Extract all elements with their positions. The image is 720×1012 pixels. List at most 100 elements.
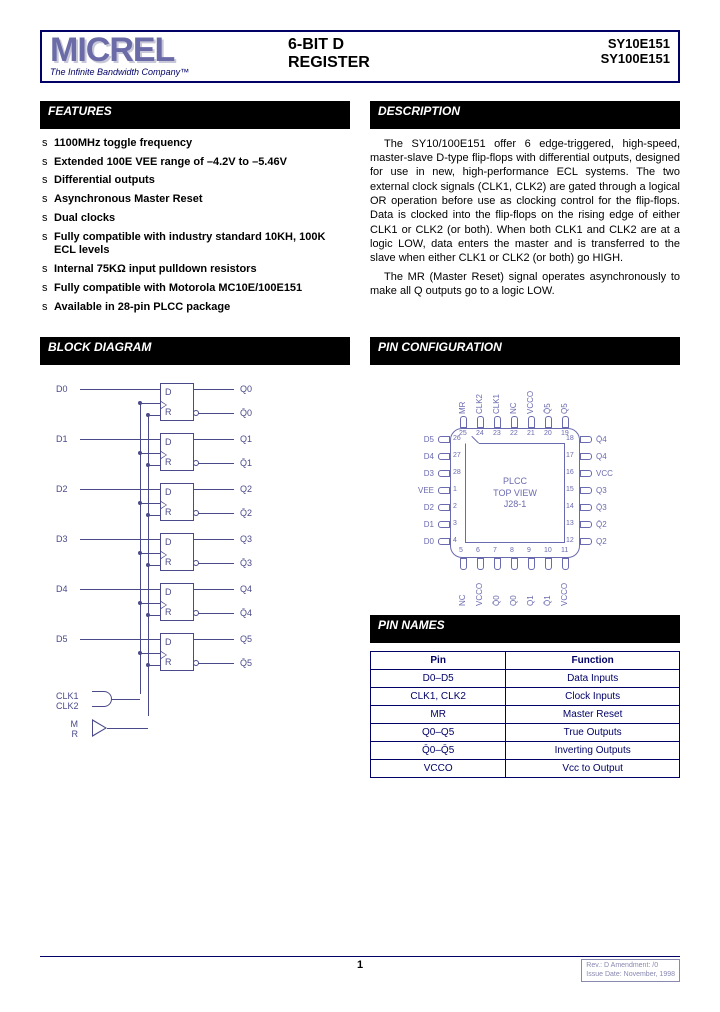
plcc-lead (494, 416, 501, 428)
table-row: Q0–Q5True Outputs (371, 724, 680, 742)
plcc-pin-num: 9 (527, 547, 531, 554)
plcc-lead (511, 416, 518, 428)
table-cell: VCCO (371, 760, 506, 778)
description-col: DESCRIPTION The SY10/100E151 offer 6 edg… (370, 101, 680, 320)
plcc-pin-label: Q0 (509, 572, 518, 606)
rev-l1: Rev.: D Amendment: /0 (586, 962, 675, 970)
plcc-pin-num: 10 (544, 547, 552, 554)
table-cell: D0–D5 (371, 670, 506, 688)
flipflop-0: DR (160, 383, 194, 421)
block-heading: BLOCK DIAGRAM (40, 337, 181, 357)
plcc-lead (438, 436, 450, 443)
plcc-body: PLCCTOP VIEWJ28-1 (450, 428, 580, 558)
flipflop-1: DR (160, 433, 194, 471)
plcc-pin-label: D4 (408, 452, 434, 461)
pinconf-col: PIN CONFIGURATION PLCCTOP VIEWJ28-1 26D5… (370, 337, 680, 778)
plcc-pin-num: 14 (566, 503, 574, 510)
logo-block: MICREL The Infinite Bandwidth Company™ (50, 36, 270, 77)
table-row: MRMaster Reset (371, 706, 680, 724)
feature-item: Dual clocks (42, 212, 350, 226)
plcc-lead (580, 538, 592, 545)
top-columns: FEATURES 1100MHz toggle frequency Extende… (40, 101, 680, 320)
part-1: SY10E151 (560, 36, 670, 51)
part-numbers: SY10E151 SY100E151 (560, 36, 670, 66)
plcc-pin-label: VCCO (475, 572, 484, 606)
plcc-pin-label: VEE (408, 486, 434, 495)
plcc-pin-num: 20 (544, 430, 552, 437)
table-header: Function (506, 652, 680, 670)
plcc-pin-label: Q̄5 (543, 380, 552, 414)
plcc-pin-label: D1 (408, 520, 434, 529)
title-line-1: 6-BIT D (288, 36, 560, 54)
plcc-inner: PLCCTOP VIEWJ28-1 (465, 443, 565, 543)
table-header: Pin (371, 652, 506, 670)
plcc-pin-label: CLK2 (475, 380, 484, 414)
plcc-pin-label: Q̄3 (596, 503, 607, 512)
title-block: 6-BIT D REGISTER (270, 36, 560, 72)
plcc-pin-label: Q2 (596, 537, 607, 546)
plcc-lead (528, 416, 535, 428)
plcc-pin-label: Q̄0 (492, 572, 501, 606)
table-cell: Vcc to Output (506, 760, 680, 778)
plcc-pin-num: 11 (561, 547, 568, 554)
feature-item: 1100MHz toggle frequency (42, 137, 350, 151)
plcc-pin-label: D5 (408, 435, 434, 444)
revision-box: Rev.: D Amendment: /0 Issue Date: Novemb… (581, 959, 680, 982)
features-col: FEATURES 1100MHz toggle frequency Extende… (40, 101, 350, 320)
plcc-lead (562, 416, 569, 428)
plcc-pin-num: 22 (510, 430, 518, 437)
plcc-lead (545, 558, 552, 570)
plcc-lead (580, 487, 592, 494)
plcc-pin-num: 2 (453, 503, 457, 510)
rev-l2: Issue Date: November, 1998 (586, 971, 675, 979)
plcc-lead (438, 470, 450, 477)
plcc-lead (562, 558, 569, 570)
plcc-pin-num: 17 (566, 452, 574, 459)
plcc-pin-num: 7 (493, 547, 497, 554)
plcc-pin-num: 6 (476, 547, 480, 554)
table-row: CLK1, CLK2Clock Inputs (371, 688, 680, 706)
plcc-lead (438, 521, 450, 528)
plcc-pin-label: Q̄1 (543, 572, 552, 606)
plcc-pin-num: 4 (453, 537, 457, 544)
plcc-lead (580, 504, 592, 511)
tagline: The Infinite Bandwidth Company™ (50, 67, 270, 77)
plcc-lead (438, 538, 450, 545)
table-cell: Master Reset (506, 706, 680, 724)
plcc-pin-num: 8 (510, 547, 514, 554)
table-row: Q̄0–Q̄5Inverting Outputs (371, 742, 680, 760)
plcc-pin-num: 13 (566, 520, 574, 527)
plcc-lead (580, 436, 592, 443)
plcc-pin-num: 25 (459, 430, 467, 437)
plcc-lead (528, 558, 535, 570)
plcc-pin-label: Q5 (560, 380, 569, 414)
plcc-lead (438, 504, 450, 511)
plcc-lead (580, 453, 592, 460)
plcc-pin-label: MR (458, 380, 467, 414)
features-heading: FEATURES (40, 101, 142, 121)
plcc-pin-num: 5 (459, 547, 463, 554)
flipflop-5: DR (160, 633, 194, 671)
desc-p1: The SY10/100E151 offer 6 edge-triggered,… (370, 137, 680, 266)
plcc-pin-num: 16 (566, 469, 574, 476)
table-cell: Inverting Outputs (506, 742, 680, 760)
block-diagram: DRD0Q0Q̄0DRD1Q1Q̄1DRD2Q2Q̄2DRD3Q3Q̄3DRD4… (40, 373, 350, 773)
plcc-pin-label: Q4 (596, 452, 607, 461)
plcc-pin-label: Q3 (596, 486, 607, 495)
plcc-pin-num: 12 (566, 537, 574, 544)
plcc-pin-num: 27 (453, 452, 461, 459)
feature-item: Differential outputs (42, 174, 350, 188)
plcc-pin-label: D3 (408, 469, 434, 478)
plcc-pin-label: Q̄2 (596, 520, 607, 529)
plcc-lead (545, 416, 552, 428)
flipflop-3: DR (160, 533, 194, 571)
or-gate-icon (92, 691, 112, 707)
block-diagram-col: BLOCK DIAGRAM DRD0Q0Q̄0DRD1Q1Q̄1DRD2Q2Q̄… (40, 337, 350, 778)
plcc-lead (460, 416, 467, 428)
footer: 1 Rev.: D Amendment: /0 Issue Date: Nove… (40, 956, 680, 982)
plcc-pin-label: Q1 (526, 572, 535, 606)
buffer-icon (92, 719, 107, 737)
feature-item: Extended 100E VEE range of –4.2V to –5.4… (42, 156, 350, 170)
feature-item: Available in 28-pin PLCC package (42, 301, 350, 315)
plcc-lead (460, 558, 467, 570)
